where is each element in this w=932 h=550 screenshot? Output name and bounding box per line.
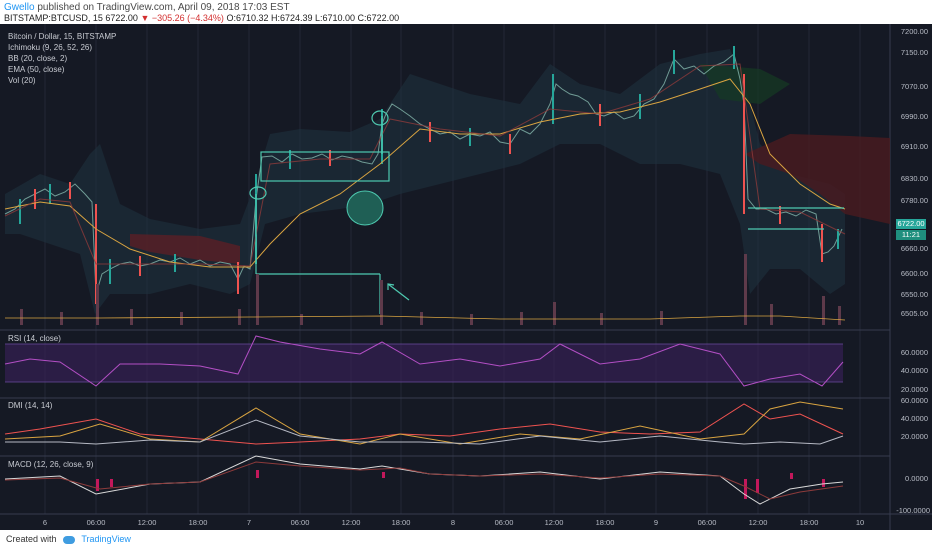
published-text: published on TradingView.com, April 09, …: [37, 2, 290, 13]
price-tick: 7150.00: [900, 48, 928, 57]
created-with-text: Created with: [6, 534, 57, 544]
price-tick: 6505.00: [900, 309, 928, 318]
rsi-tick: 60.0000: [900, 348, 928, 357]
dmi-tick: 20.0000: [900, 432, 928, 441]
time-tick: 9: [653, 518, 659, 527]
time-tick: 12:00: [544, 518, 564, 527]
price-tick: 6780.00: [900, 196, 928, 205]
breakout-circle: [249, 186, 267, 200]
time-tick: 6: [42, 518, 48, 527]
symbol-ohlc-line: BITSTAMP:BTCUSD, 15 6722.00 ▼ −305.26 (−…: [4, 13, 399, 23]
rsi-tick: 40.0000: [900, 366, 928, 375]
candlesticks: [19, 46, 839, 304]
price-tick: 6910.00: [900, 142, 928, 151]
pane-separators: [0, 24, 932, 530]
indicator-bb[interactable]: BB (20, close, 2): [8, 54, 68, 63]
time-tick: 18:00: [391, 518, 411, 527]
macd-histogram: [96, 470, 825, 499]
highlight-circle: [346, 190, 384, 226]
tradingview-logo-icon[interactable]: [63, 535, 76, 544]
price-tick: 6830.00: [900, 174, 928, 183]
adx-line: [4, 401, 844, 445]
ichimoku-line: [4, 63, 846, 267]
ohlc-values: O:6710.32 H:6724.39 L:6710.00 C:6722.00: [226, 13, 400, 23]
time-tick: 06:00: [697, 518, 717, 527]
trade-annotations: [249, 110, 844, 314]
macd-tick: -100.0000: [896, 506, 930, 515]
dmi-tick: 40.0000: [900, 414, 928, 423]
dmi-minus-line: [4, 403, 844, 445]
time-tick: 10: [855, 518, 865, 527]
time-tick: 18:00: [595, 518, 615, 527]
volume-arrow: [387, 283, 410, 301]
countdown-badge: 11:21: [896, 230, 926, 240]
rsi-line: [4, 335, 844, 387]
arrow-head-icon: [387, 283, 395, 290]
rsi-tick: 20.0000: [900, 385, 928, 394]
dmi-plus-line: [5, 419, 844, 445]
change-value: −305.26 (−4.34%): [151, 13, 224, 23]
time-tick: 12:00: [341, 518, 361, 527]
ichimoku-red-cloud-right: [745, 134, 890, 224]
indicator-ichimoku[interactable]: Ichimoku (9, 26, 52, 26): [8, 43, 93, 52]
price-tick: 6660.00: [900, 244, 928, 253]
indicator-ema[interactable]: EMA (50, close): [8, 65, 65, 74]
time-tick: 18:00: [188, 518, 208, 527]
time-tick: 12:00: [137, 518, 157, 527]
dmi-title[interactable]: DMI (14, 14): [8, 401, 53, 410]
last-value: 6722.00: [105, 13, 138, 23]
chart-title: Bitcoin / Dollar, 15, BITSTAMP: [8, 32, 117, 41]
price-tick: 6550.00: [900, 290, 928, 299]
publish-header: Gwello published on TradingView.com, Apr…: [0, 0, 932, 24]
indicator-vol[interactable]: Vol (20): [8, 76, 36, 85]
rsi-title[interactable]: RSI (14, close): [8, 334, 61, 343]
volume-ma-line: [5, 315, 846, 321]
macd-line: [4, 455, 844, 505]
change-arrow-icon: ▼: [140, 13, 150, 23]
ichimoku-red-cloud: [130, 234, 240, 264]
tradingview-link[interactable]: TradingView: [81, 534, 131, 544]
time-tick: 8: [450, 518, 456, 527]
author-link[interactable]: Gwello: [4, 2, 35, 13]
price-tick: 7070.00: [900, 82, 928, 91]
ema-line: [4, 78, 846, 268]
chart-area[interactable]: Bitcoin / Dollar, 15, BITSTAMP Ichimoku …: [0, 24, 932, 530]
macd-title[interactable]: MACD (12, 26, close, 9): [8, 460, 94, 469]
symbol-label: BITSTAMP:BTCUSD, 15: [4, 13, 103, 23]
last-price-badge: 6722.00: [896, 219, 926, 229]
target-circle: [371, 110, 389, 126]
footer: Created with TradingView: [0, 530, 932, 550]
time-tick: 7: [246, 518, 252, 527]
macd-signal-line: [4, 461, 844, 500]
time-tick: 06:00: [86, 518, 106, 527]
time-tick: 06:00: [494, 518, 514, 527]
publish-info: Gwello published on TradingView.com, Apr…: [4, 2, 290, 13]
price-tick: 6600.00: [900, 269, 928, 278]
dmi-tick: 60.0000: [900, 396, 928, 405]
price-tick: 6990.00: [900, 112, 928, 121]
time-tick: 18:00: [799, 518, 819, 527]
time-tick: 12:00: [748, 518, 768, 527]
chart-canvas[interactable]: [0, 24, 932, 530]
price-tick: 7200.00: [900, 27, 928, 36]
macd-tick: 0.0000: [905, 474, 928, 483]
consolidation-box: [260, 151, 390, 182]
time-tick: 06:00: [290, 518, 310, 527]
